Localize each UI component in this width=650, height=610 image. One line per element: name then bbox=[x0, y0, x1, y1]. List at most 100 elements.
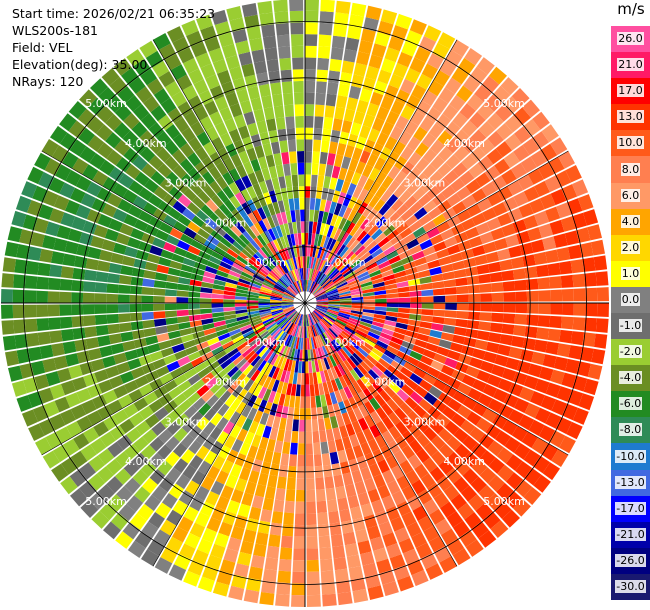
velocity-gate bbox=[60, 212, 76, 228]
velocity-gate bbox=[315, 271, 323, 283]
velocity-gate bbox=[471, 442, 487, 459]
velocity-gate bbox=[194, 512, 210, 528]
velocity-gate bbox=[438, 443, 454, 459]
velocity-gate bbox=[142, 319, 155, 329]
velocity-gate bbox=[378, 358, 391, 369]
velocity-gate bbox=[159, 222, 173, 234]
velocity-gate bbox=[475, 172, 491, 188]
velocity-gate bbox=[395, 421, 408, 435]
velocity-gate bbox=[121, 67, 139, 85]
velocity-gate bbox=[329, 355, 337, 367]
velocity-gate bbox=[330, 47, 344, 61]
velocity-gate bbox=[239, 376, 250, 389]
velocity-gate bbox=[382, 532, 398, 548]
velocity-gate bbox=[317, 512, 329, 525]
velocity-gate bbox=[276, 316, 287, 326]
velocity-gate bbox=[272, 416, 281, 429]
velocity-gate bbox=[395, 222, 409, 234]
velocity-gate bbox=[38, 171, 55, 189]
velocity-gate bbox=[267, 215, 276, 229]
velocity-gate bbox=[316, 304, 329, 307]
velocity-gate bbox=[368, 244, 381, 255]
velocity-gate bbox=[246, 300, 259, 303]
velocity-gate bbox=[317, 175, 325, 188]
velocity-gate bbox=[130, 276, 144, 286]
velocity-gate bbox=[264, 230, 273, 243]
velocity-gate bbox=[405, 214, 418, 227]
velocity-gate bbox=[292, 282, 300, 294]
velocity-gate bbox=[258, 248, 268, 260]
velocity-gate bbox=[148, 399, 164, 413]
velocity-gate bbox=[278, 176, 286, 189]
velocity-gate bbox=[232, 77, 247, 92]
velocity-gate bbox=[315, 92, 326, 106]
velocity-gate bbox=[179, 543, 196, 560]
velocity-gate bbox=[207, 360, 220, 372]
velocity-gate bbox=[235, 414, 247, 428]
velocity-gate bbox=[229, 411, 241, 425]
velocity-gate bbox=[281, 300, 294, 303]
velocity-gate bbox=[310, 186, 317, 199]
velocity-gate bbox=[396, 500, 412, 516]
velocity-gate bbox=[292, 419, 299, 432]
velocity-gate bbox=[325, 93, 337, 107]
velocity-gate bbox=[16, 348, 31, 364]
velocity-gate bbox=[130, 228, 145, 241]
velocity-gate bbox=[314, 245, 320, 258]
velocity-gate bbox=[271, 268, 282, 279]
velocity-gate bbox=[456, 209, 472, 223]
velocity-gate bbox=[276, 237, 284, 250]
velocity-gate bbox=[159, 372, 174, 385]
velocity-gate bbox=[342, 193, 352, 207]
velocity-gate bbox=[455, 361, 469, 374]
velocity-gate bbox=[235, 288, 248, 294]
velocity-gate bbox=[461, 218, 476, 231]
velocity-gate bbox=[221, 340, 235, 350]
velocity-gate bbox=[478, 530, 497, 548]
velocity-gate bbox=[322, 262, 331, 274]
velocity-gate bbox=[147, 138, 164, 155]
velocity-gate bbox=[83, 315, 96, 327]
velocity-gate bbox=[258, 298, 271, 302]
velocity-gate bbox=[296, 466, 305, 479]
velocity-gate bbox=[141, 232, 155, 245]
velocity-gate bbox=[311, 269, 316, 281]
velocity-gate bbox=[348, 256, 360, 266]
velocity-gate bbox=[386, 303, 399, 308]
velocity-gate bbox=[212, 581, 230, 597]
velocity-gate bbox=[254, 484, 267, 498]
velocity-gate bbox=[305, 419, 312, 432]
velocity-gate bbox=[257, 360, 267, 372]
velocity-gate bbox=[177, 516, 194, 533]
velocity-gate bbox=[561, 372, 577, 388]
velocity-gate bbox=[14, 259, 28, 274]
velocity-gate bbox=[87, 246, 102, 260]
velocity-gate bbox=[352, 352, 363, 364]
velocity-gate bbox=[348, 566, 364, 580]
velocity-gate bbox=[383, 349, 397, 360]
velocity-gate bbox=[237, 551, 252, 566]
velocity-gate bbox=[440, 528, 458, 546]
velocity-gate bbox=[241, 327, 253, 335]
colorbar-tick-label: 26.0 bbox=[617, 32, 644, 46]
velocity-gate bbox=[308, 280, 314, 293]
velocity-gate bbox=[220, 132, 233, 147]
velocity-gate bbox=[430, 155, 445, 170]
velocity-gate bbox=[294, 269, 299, 281]
velocity-gate bbox=[407, 454, 422, 469]
velocity-gate bbox=[479, 467, 497, 484]
velocity-gate bbox=[440, 501, 457, 518]
velocity-gate bbox=[230, 153, 243, 168]
velocity-gate bbox=[459, 170, 475, 186]
velocity-gate bbox=[442, 406, 457, 420]
velocity-gate bbox=[308, 337, 313, 350]
velocity-gate bbox=[219, 237, 232, 248]
velocity-gate bbox=[401, 383, 414, 397]
velocity-gate bbox=[570, 259, 584, 274]
velocity-gate bbox=[282, 297, 294, 301]
velocity-gate bbox=[159, 476, 175, 493]
velocity-gate bbox=[49, 208, 65, 224]
velocity-gate bbox=[209, 85, 225, 101]
velocity-gate bbox=[292, 221, 298, 234]
velocity-gate bbox=[190, 356, 204, 368]
